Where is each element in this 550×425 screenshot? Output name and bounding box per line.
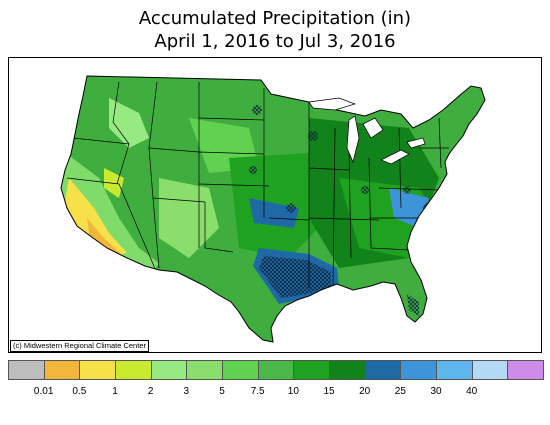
legend-swatch bbox=[222, 360, 259, 380]
legend-swatch bbox=[507, 360, 544, 380]
state-boundaries bbox=[66, 81, 449, 288]
legend-swatch bbox=[257, 360, 295, 380]
legend-swatch bbox=[8, 360, 45, 380]
us-outline bbox=[60, 75, 486, 343]
legend-tick-label: 3 bbox=[183, 386, 190, 397]
legend-swatch bbox=[115, 360, 152, 380]
legend-swatch bbox=[400, 360, 437, 380]
great-lakes bbox=[308, 97, 426, 165]
legend-tick-label: 0.01 bbox=[33, 386, 54, 397]
legend-swatch bbox=[364, 360, 402, 380]
legend-tick-label: 10 bbox=[287, 386, 299, 397]
map-canvas bbox=[60, 75, 486, 343]
legend-tick-label: 0.5 bbox=[72, 386, 87, 397]
legend-swatch bbox=[150, 360, 188, 380]
map-title: Accumulated Precipitation (in) bbox=[138, 8, 412, 29]
legend-swatch bbox=[436, 360, 473, 380]
legend-swatch bbox=[79, 360, 116, 380]
legend-tick-label: 25 bbox=[394, 386, 406, 397]
legend-color-bar bbox=[8, 360, 544, 380]
legend-swatch bbox=[293, 360, 330, 380]
legend-tick-label: 7.5 bbox=[250, 386, 265, 397]
legend-tick-label: 20 bbox=[359, 386, 371, 397]
legend-tick-label: 40 bbox=[466, 386, 478, 397]
precipitation-map: (c) Midwestern Regional Climate Center bbox=[8, 57, 542, 353]
legend-tick-label: 5 bbox=[219, 386, 225, 397]
legend-swatch bbox=[471, 360, 509, 380]
legend-swatch bbox=[329, 360, 366, 380]
legend-tick-label: 15 bbox=[323, 386, 335, 397]
legend-tick-label: 2 bbox=[147, 386, 154, 397]
map-date-range: April 1, 2016 to Jul 3, 2016 bbox=[154, 31, 396, 52]
credit-label: (c) Midwestern Regional Climate Center bbox=[10, 340, 149, 352]
legend-swatch bbox=[186, 360, 223, 380]
legend-tick-label: 30 bbox=[430, 386, 442, 397]
legend-tick-label: 1 bbox=[112, 386, 118, 397]
legend-swatch bbox=[43, 360, 81, 380]
